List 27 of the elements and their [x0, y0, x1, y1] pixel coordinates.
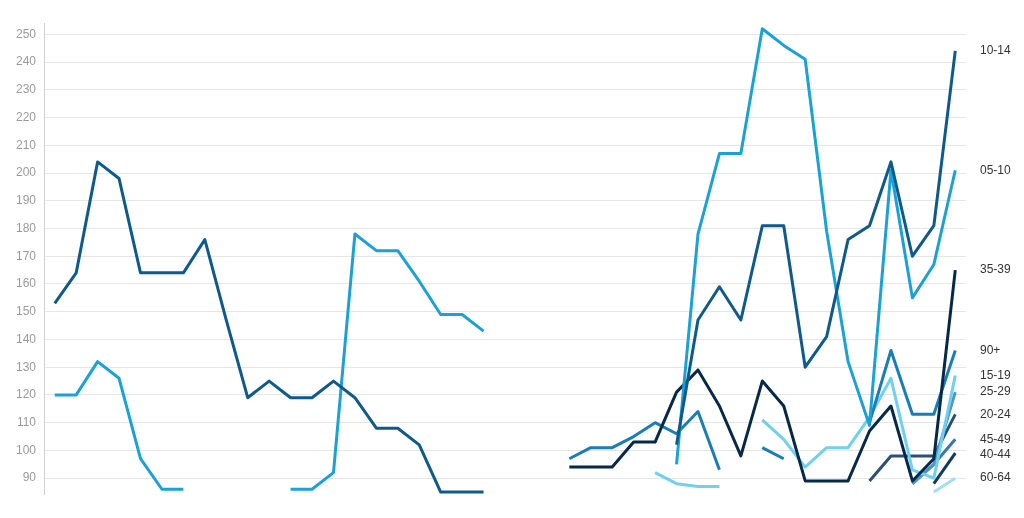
y-tick-label: 150	[15, 304, 37, 319]
y-tick-label: 240	[15, 54, 37, 69]
text: 05-10	[980, 162, 1012, 177]
y-tick-label: 90	[22, 470, 37, 485]
text: 45-49	[980, 431, 1012, 446]
text: 25-29	[980, 384, 1012, 399]
y-tick-label: 220	[15, 109, 37, 124]
y-tick-label: 170	[15, 248, 37, 263]
text: 90+	[980, 342, 1001, 357]
y-tick-label: 120	[15, 387, 37, 402]
y-tick-label: 180	[15, 220, 37, 235]
y-tick-label: 200	[15, 165, 37, 180]
text: 20-24	[980, 406, 1012, 421]
text: 35-39	[980, 262, 1012, 277]
y-tick-label: 110	[16, 414, 37, 429]
text: 40-44	[980, 446, 1012, 461]
y-tick-label: 250	[15, 26, 37, 41]
y-tick-label: 130	[15, 359, 37, 374]
y-tick-label: 190	[15, 193, 37, 208]
y-tick-label: 230	[15, 82, 37, 97]
y-tick-label: 100	[15, 442, 37, 457]
y-tick-label: 140	[15, 331, 37, 346]
text: 10-14	[980, 43, 1012, 58]
text: 15-19	[980, 367, 1012, 382]
text: 60-64	[980, 470, 1012, 485]
y-tick-label: 160	[15, 276, 37, 291]
y-tick-label: 210	[15, 137, 37, 152]
